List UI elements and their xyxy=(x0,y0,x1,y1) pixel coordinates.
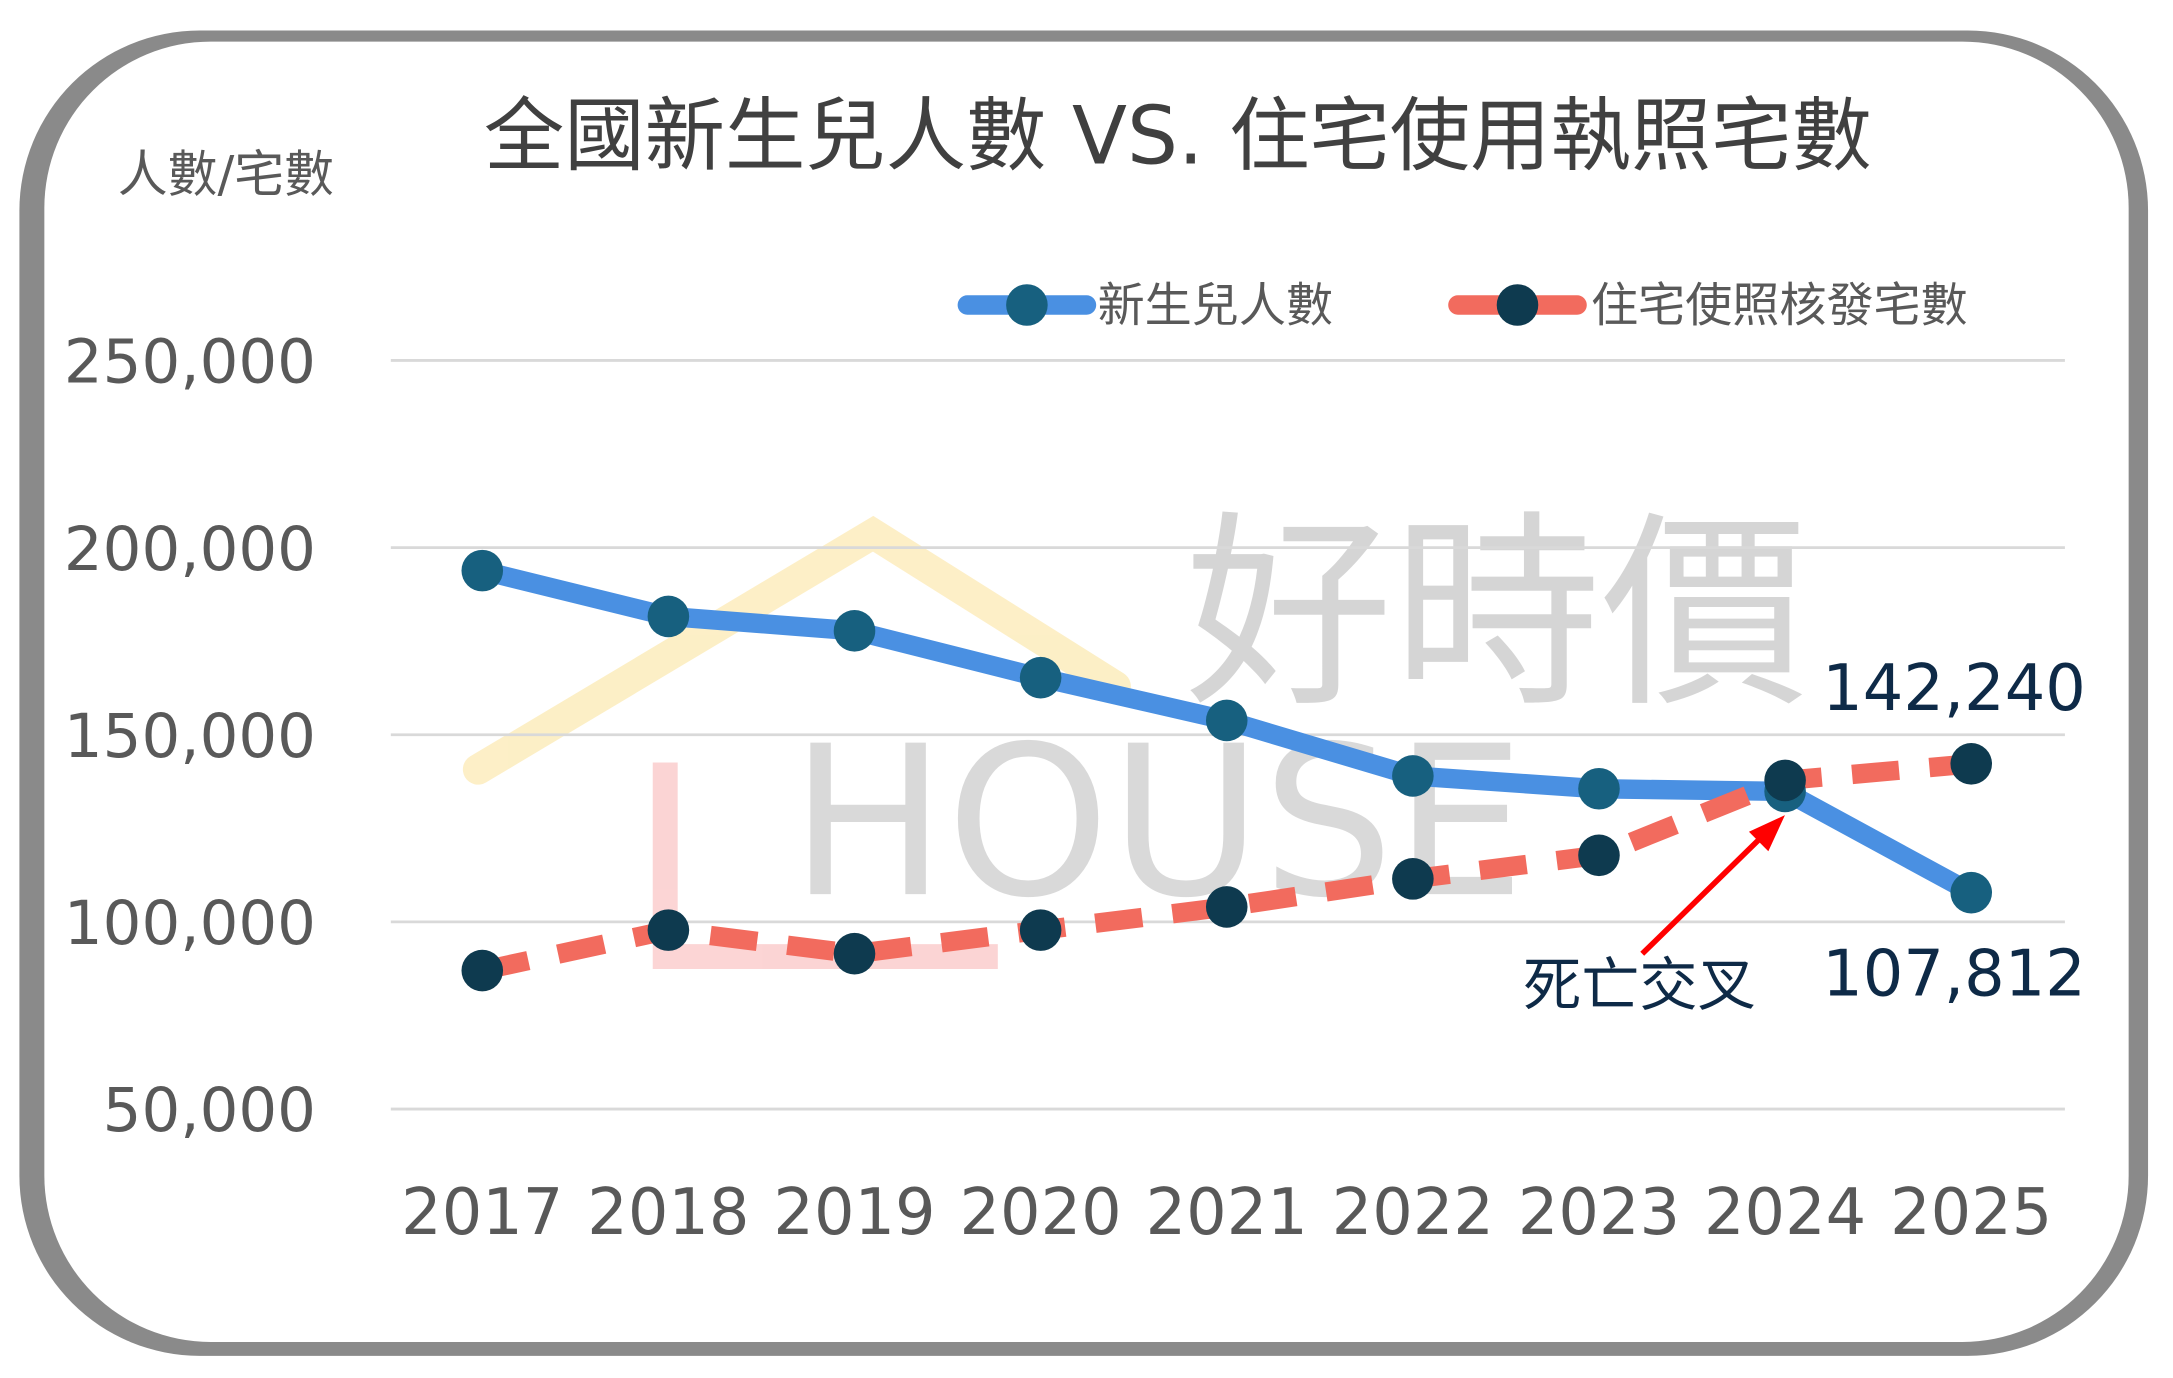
x-tick-label: 2021 xyxy=(1146,1176,1308,1250)
data-point-1 xyxy=(833,932,876,975)
data-point-1 xyxy=(1764,759,1806,802)
arrow-head-icon xyxy=(1748,815,1785,852)
data-point-1 xyxy=(1578,834,1620,877)
x-tick-label: 2017 xyxy=(401,1176,563,1250)
series-line-1 xyxy=(480,754,1973,981)
legend-swatch-marker xyxy=(1006,284,1048,326)
x-tick-label: 2022 xyxy=(1332,1176,1494,1250)
y-tick-label: 250,000 xyxy=(64,327,316,398)
x-tick-label: 2023 xyxy=(1518,1176,1680,1250)
svg-text:HOUSE: HOUSE xyxy=(790,702,1525,944)
y-axis-label: 人數/宅數 xyxy=(118,145,334,203)
legend-label: 住宅使照核發宅數 xyxy=(1591,279,1968,334)
data-point-0 xyxy=(833,610,876,652)
data-point-1 xyxy=(1019,909,1062,951)
legend-label: 新生兒人數 xyxy=(1098,279,1334,334)
y-tick-label: 100,000 xyxy=(64,888,316,959)
x-tick-label: 2020 xyxy=(960,1176,1122,1250)
data-point-0 xyxy=(1578,767,1620,810)
x-tick-label: 2019 xyxy=(773,1176,935,1250)
data-point-0 xyxy=(1392,755,1434,797)
svg-text:好時價: 好時價 xyxy=(1185,494,1809,736)
data-label-housing-2025: 142,240 xyxy=(1822,652,2086,726)
chart-title: 全國新生兒人數 VS. 住宅使用執照宅數 xyxy=(484,89,1872,183)
legend-swatch-marker xyxy=(1496,284,1539,326)
data-point-0 xyxy=(1019,656,1062,699)
data-point-0 xyxy=(647,595,690,638)
data-point-1 xyxy=(461,949,504,992)
data-point-1 xyxy=(647,909,690,951)
x-tick-label: 2018 xyxy=(587,1176,749,1250)
data-point-1 xyxy=(1392,858,1434,900)
y-tick-label: 150,000 xyxy=(64,701,316,772)
data-point-0 xyxy=(1950,871,1993,914)
data-point-0 xyxy=(461,549,504,592)
y-tick-label: 50,000 xyxy=(103,1075,316,1146)
data-point-1 xyxy=(1950,742,1993,785)
data-label-births-2025: 107,812 xyxy=(1822,937,2086,1011)
annotation-death-cross: 死亡交叉 xyxy=(1523,951,1756,1019)
y-tick-label: 200,000 xyxy=(64,514,316,585)
data-point-1 xyxy=(1205,886,1248,928)
data-point-0 xyxy=(1205,699,1248,742)
annotation-arrow xyxy=(1640,829,1769,956)
x-tick-label: 2025 xyxy=(1890,1176,2052,1250)
x-tick-label: 2024 xyxy=(1704,1176,1866,1250)
